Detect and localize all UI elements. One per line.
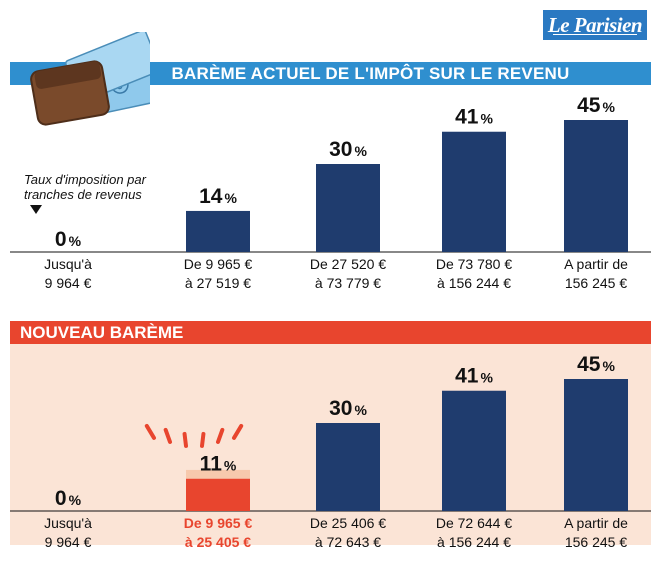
le-parisien-logo[interactable]: Le Parisien bbox=[543, 10, 647, 40]
current-scale-title: BARÈME ACTUEL DE L'IMPÔT SUR LE REVENU bbox=[10, 62, 651, 85]
value-label-1: 14% bbox=[199, 185, 237, 208]
tax-rate-note-line-2: tranches de revenus bbox=[24, 187, 142, 202]
category-label-3-1: à 156 244 € bbox=[437, 534, 511, 550]
value-label-1: 11% bbox=[200, 453, 237, 476]
current-scale-chart-svg: 0 % Jusqu'à 9 964 € 14 % De 9 965 € à 27 519 € 3… bbox=[10, 94, 651, 291]
category-label-0-0: Jusqu'à bbox=[44, 515, 92, 531]
bar-4 bbox=[564, 120, 628, 252]
emphasis-ray-2 bbox=[182, 431, 188, 448]
bar-3 bbox=[442, 390, 506, 511]
down-arrow-icon bbox=[30, 205, 42, 214]
category-label-0-1: 9 964 € bbox=[45, 275, 92, 291]
tax-rate-note-line-1: Taux d'imposition par bbox=[24, 172, 146, 187]
tax-rate-note: Taux d'imposition par tranches de revenu… bbox=[24, 172, 146, 202]
category-label-4-0: A partir de bbox=[564, 256, 628, 272]
emphasis-ray-3 bbox=[200, 431, 206, 448]
category-label-1-1: à 25 405 € bbox=[185, 534, 251, 550]
category-label-3-0: De 72 644 € bbox=[436, 515, 512, 531]
emphasis-ray-0 bbox=[144, 423, 156, 440]
value-label-3: 41% bbox=[455, 365, 493, 388]
bar-4 bbox=[564, 379, 628, 511]
bar-3 bbox=[442, 131, 506, 252]
category-label-3-0: De 73 780 € bbox=[436, 256, 512, 272]
category-label-4-0: A partir de bbox=[564, 515, 628, 531]
wallet-with-euro-banknotes: € bbox=[30, 32, 150, 126]
category-label-1-0: De 9 965 € bbox=[184, 515, 253, 531]
value-label-2: 30% bbox=[329, 138, 367, 161]
new-scale-chart-svg: 0 % Jusqu'à 9 964 € 11 % De 9 965 € à 25 405 € 3… bbox=[10, 353, 651, 550]
value-label-4: 45% bbox=[577, 94, 615, 117]
category-label-0-0: Jusqu'à bbox=[44, 256, 92, 272]
value-label-0: 0% bbox=[55, 228, 82, 251]
emphasis-ray-5 bbox=[232, 423, 244, 440]
bar-2 bbox=[316, 164, 380, 252]
bar-2 bbox=[316, 423, 380, 511]
category-label-0-1: 9 964 € bbox=[45, 534, 92, 550]
category-label-3-1: à 156 244 € bbox=[437, 275, 511, 291]
category-label-4-1: 156 245 € bbox=[565, 534, 627, 550]
emphasis-ray-4 bbox=[216, 427, 225, 444]
new-tax-scale-panel: NOUVEAU BARÈME 0% Jusqu'à 9 964 € 11% De 9 9… bbox=[10, 321, 651, 550]
value-label-4: 45% bbox=[577, 353, 615, 376]
emphasis-ray-1 bbox=[163, 427, 172, 444]
value-label-2: 30% bbox=[329, 397, 367, 420]
bar-1 bbox=[186, 210, 250, 252]
category-label-1-0: De 9 965 € bbox=[184, 256, 253, 272]
category-label-4-1: 156 245 € bbox=[565, 275, 627, 291]
value-label-3: 41% bbox=[455, 106, 493, 129]
current-tax-scale-panel: BARÈME ACTUEL DE L'IMPÔT SUR LE REVENU 0… bbox=[10, 32, 651, 304]
category-label-2-0: De 27 520 € bbox=[310, 256, 386, 272]
category-label-2-1: à 72 643 € bbox=[315, 534, 381, 550]
value-label-0: 0% bbox=[55, 487, 82, 510]
category-label-2-1: à 73 779 € bbox=[315, 275, 381, 291]
previous-rate-bar-ghost bbox=[186, 469, 250, 479]
new-scale-title: NOUVEAU BARÈME bbox=[10, 321, 651, 344]
category-label-2-0: De 25 406 € bbox=[310, 515, 386, 531]
category-label-1-1: à 27 519 € bbox=[185, 275, 251, 291]
bar-1 bbox=[186, 478, 250, 511]
